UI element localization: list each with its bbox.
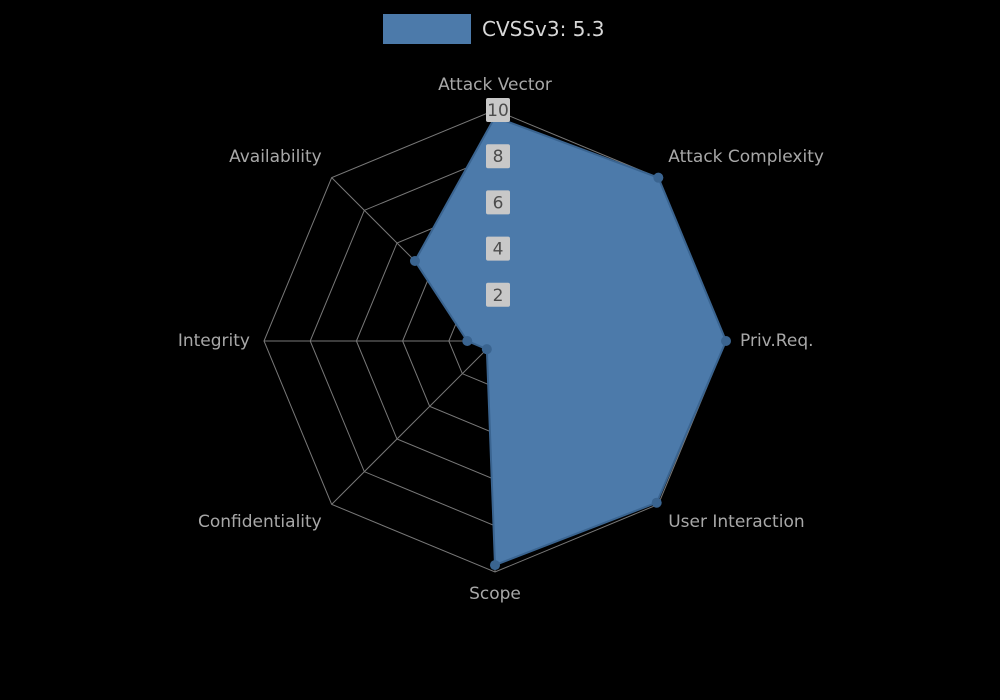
chart-legend: CVSSv3: 5.3 <box>383 14 605 44</box>
axis-label: Availability <box>229 147 322 167</box>
tick-label-box <box>486 190 510 215</box>
radar-series-marker <box>721 336 731 346</box>
axis-label: Integrity <box>178 331 250 351</box>
axis-label: Attack Vector <box>438 75 552 95</box>
tick-label-box <box>486 282 510 307</box>
tick-label-box <box>486 144 510 169</box>
axis-label: User Interaction <box>668 512 804 532</box>
axis-label: Confidentiality <box>198 512 322 532</box>
tick-label: 6 <box>493 193 504 213</box>
tick-label-box <box>486 236 510 261</box>
radar-series-marker <box>490 560 500 571</box>
tick-label: 8 <box>493 147 504 167</box>
tick-label-box <box>486 98 510 122</box>
radar-spoke <box>331 340 496 505</box>
axis-label: Priv.Req. <box>740 331 814 351</box>
tick-label: 2 <box>493 286 504 306</box>
legend-label: CVSSv3: 5.3 <box>482 17 605 41</box>
legend-swatch <box>383 14 471 44</box>
radar-series-marker <box>409 255 420 266</box>
radar-series-marker <box>653 172 664 183</box>
radar-series-marker <box>481 344 492 355</box>
axis-label: Scope <box>469 584 521 604</box>
tick-label: 10 <box>487 101 509 121</box>
radar-series-marker <box>651 497 662 508</box>
radar-series-marker <box>462 336 473 346</box>
axis-label: Attack Complexity <box>668 147 824 167</box>
tick-label: 4 <box>493 240 504 260</box>
